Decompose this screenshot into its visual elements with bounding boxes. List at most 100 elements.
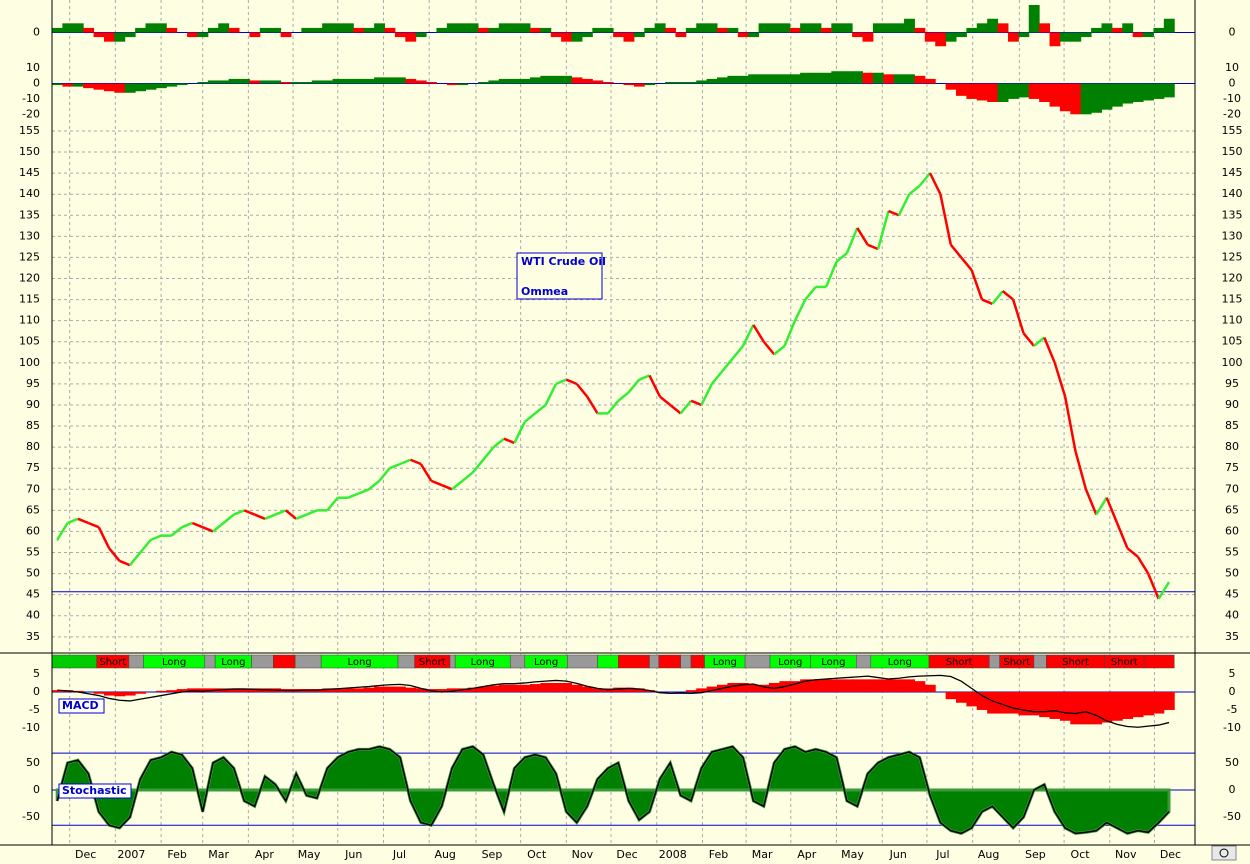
y-tick-label: 85	[1225, 419, 1239, 432]
bar	[239, 78, 250, 84]
bar	[446, 83, 458, 86]
bar	[1080, 83, 1092, 115]
x-tick-label: Nov	[1115, 848, 1137, 861]
bar	[727, 75, 739, 84]
bar	[166, 83, 178, 87]
bar	[1039, 23, 1051, 33]
y-tick-label: -5	[29, 703, 40, 716]
x-tick-label: Nov	[572, 848, 594, 861]
histogram-bar	[155, 690, 167, 692]
price-segment	[128, 551, 142, 566]
price-segment	[326, 496, 339, 512]
y-tick-label: -10	[22, 92, 40, 105]
bar	[1163, 18, 1175, 33]
price-segment	[1033, 336, 1046, 347]
bar	[93, 83, 105, 90]
price-segment	[523, 412, 536, 423]
price-segment	[77, 517, 89, 525]
panel-label: MACD	[62, 699, 99, 712]
price-segment	[1105, 497, 1119, 524]
bar	[72, 83, 84, 87]
price-segment	[876, 210, 890, 250]
signal-segment	[618, 654, 650, 669]
price-segment	[710, 370, 724, 385]
histogram-bar	[1163, 691, 1175, 710]
y-tick-label: 50	[26, 756, 40, 769]
histogram-bar	[1122, 691, 1134, 719]
y-tick-label: 65	[1225, 503, 1239, 516]
x-tick-label: Feb	[709, 848, 728, 861]
bar	[218, 23, 230, 33]
y-tick-label: -10	[1223, 721, 1241, 734]
y-tick-label: -10	[1223, 92, 1241, 105]
status-icon	[1211, 845, 1237, 861]
bar	[478, 82, 489, 84]
price-segment	[627, 378, 641, 394]
price-segment	[191, 521, 204, 529]
bar	[613, 32, 624, 38]
signal-segment	[1143, 654, 1175, 669]
bar	[665, 27, 676, 33]
histogram-bar	[1039, 691, 1051, 718]
bar	[685, 82, 697, 84]
price-segment	[783, 320, 797, 347]
bar	[862, 32, 874, 42]
bar	[810, 72, 822, 84]
bar	[540, 75, 552, 84]
y-tick-label: -20	[22, 107, 40, 120]
signal-segment	[251, 654, 274, 669]
histogram-bar	[987, 691, 999, 714]
x-tick-label: Jul	[392, 848, 406, 861]
bar	[789, 74, 801, 84]
bar	[405, 78, 417, 84]
signal-segment	[649, 654, 660, 669]
bar	[602, 27, 614, 33]
y-tick-label: 5	[1229, 667, 1236, 680]
signal-segment	[658, 654, 681, 669]
price-segment	[410, 458, 422, 466]
price-segment	[389, 462, 401, 470]
price-segment	[773, 344, 786, 356]
price-segment	[928, 172, 942, 195]
price-segment	[887, 209, 900, 217]
histogram-bar	[519, 684, 531, 692]
x-tick-label: 2007	[117, 848, 145, 861]
bar	[1101, 83, 1113, 110]
signal-segment	[567, 654, 598, 669]
y-tick-label: 0	[1229, 77, 1236, 90]
bar	[550, 32, 562, 38]
price-segment	[1053, 362, 1067, 397]
bar	[1111, 27, 1123, 33]
bar	[914, 27, 926, 33]
bar	[862, 72, 874, 84]
bar	[644, 27, 656, 33]
price-segment	[991, 290, 1004, 305]
macd-label-box: MACD	[58, 698, 105, 714]
histogram-bar	[1059, 691, 1071, 721]
bar	[488, 27, 500, 33]
y-tick-label: 110	[19, 314, 40, 327]
y-tick-label: 90	[26, 398, 40, 411]
bar	[852, 32, 863, 38]
status-icon-face	[1219, 848, 1229, 858]
price-segment	[845, 227, 859, 254]
histogram-bar	[103, 691, 115, 696]
bar	[1122, 83, 1134, 104]
y-tick-label: 45	[26, 588, 40, 601]
bar	[540, 27, 552, 33]
bar	[197, 32, 209, 38]
bar	[883, 23, 895, 33]
histogram-bar	[239, 688, 250, 692]
bar	[187, 32, 198, 38]
bar	[311, 80, 323, 84]
bar	[197, 82, 209, 84]
y-tick-label: 75	[1225, 461, 1239, 474]
bar	[852, 71, 863, 84]
bar	[353, 78, 365, 84]
bar	[800, 72, 812, 84]
bar	[280, 82, 292, 84]
bar	[72, 23, 84, 33]
y-tick-label: 85	[26, 419, 40, 432]
y-tick-label: 110	[1222, 314, 1243, 327]
bar	[893, 23, 905, 33]
